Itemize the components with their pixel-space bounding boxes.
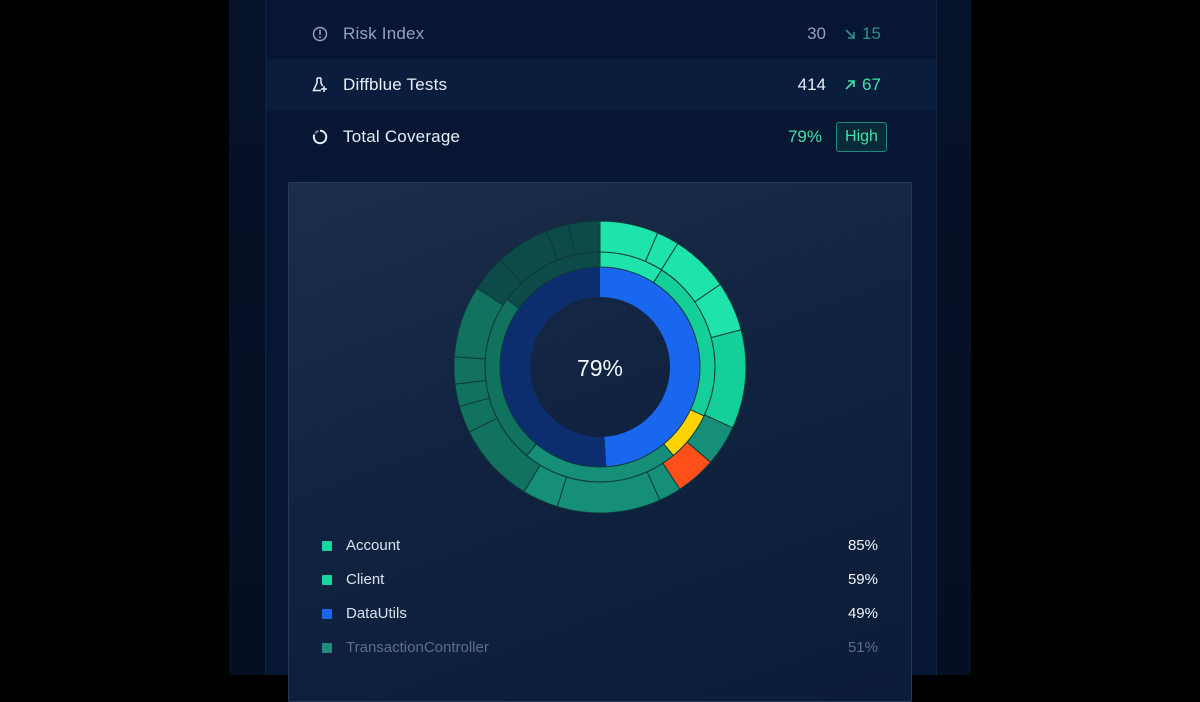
legend-swatch — [322, 575, 332, 585]
chart-center-label: 79% — [576, 355, 624, 381]
metric-delta: 67 — [844, 75, 881, 95]
metric-label: Risk Index — [343, 24, 425, 43]
coverage-sunburst-chart — [453, 220, 747, 514]
metric-label: Total Coverage — [343, 127, 461, 146]
coverage-ring-icon — [311, 128, 329, 146]
coverage-panel: Risk Index 30 15 Diffblue Tests 414 67 T… — [265, 0, 937, 702]
legend-percent: 51% — [847, 639, 878, 656]
sunburst-outer-segment-13[interactable] — [453, 356, 487, 385]
legend-percent: 85% — [847, 537, 878, 554]
legend-name: Client — [346, 571, 385, 588]
metric-delta-value: 67 — [862, 75, 881, 94]
legend-name: Account — [346, 537, 401, 554]
legend-item-transactioncontroller[interactable]: TransactionController 51% — [289, 636, 911, 660]
legend-item-client[interactable]: Client 59% — [289, 568, 911, 592]
sunburst-inner-segment-1[interactable] — [500, 267, 607, 467]
metric-delta-value: 15 — [862, 24, 881, 43]
metric-label: Diffblue Tests — [343, 75, 448, 94]
legend-swatch — [322, 541, 332, 551]
metric-diffblue-tests: Diffblue Tests 414 67 — [266, 59, 936, 111]
legend-percent: 49% — [847, 605, 878, 622]
coverage-chart-card: 79% Account 85% Client 59% DataUtils 49% — [288, 182, 912, 702]
coverage-level-badge: High — [836, 122, 887, 152]
sunburst-outer-segment-18[interactable] — [567, 220, 601, 256]
legend-swatch — [322, 609, 332, 619]
alert-circle-icon — [311, 25, 329, 43]
legend-name: DataUtils — [346, 605, 407, 622]
arrow-down-right-icon — [845, 29, 855, 39]
legend-percent: 59% — [847, 571, 878, 588]
sunburst-inner-segment-0[interactable] — [600, 267, 701, 467]
metric-risk-index: Risk Index 30 15 — [266, 8, 936, 60]
legend-item-account[interactable]: Account 85% — [289, 534, 911, 558]
legend-swatch — [322, 643, 332, 653]
metric-delta: 15 — [844, 24, 881, 44]
metric-value: 79% — [787, 127, 822, 146]
arrow-up-right-icon — [845, 80, 855, 90]
metric-total-coverage: Total Coverage 79% High — [266, 111, 936, 163]
app-frame: Risk Index 30 15 Diffblue Tests 414 67 T… — [229, 0, 971, 702]
legend-item-datautils[interactable]: DataUtils 49% — [289, 602, 911, 626]
legend-name: TransactionController — [346, 639, 489, 656]
metric-value: 30 — [807, 24, 826, 43]
metric-value: 414 — [797, 75, 826, 94]
flask-plus-icon — [311, 76, 329, 94]
